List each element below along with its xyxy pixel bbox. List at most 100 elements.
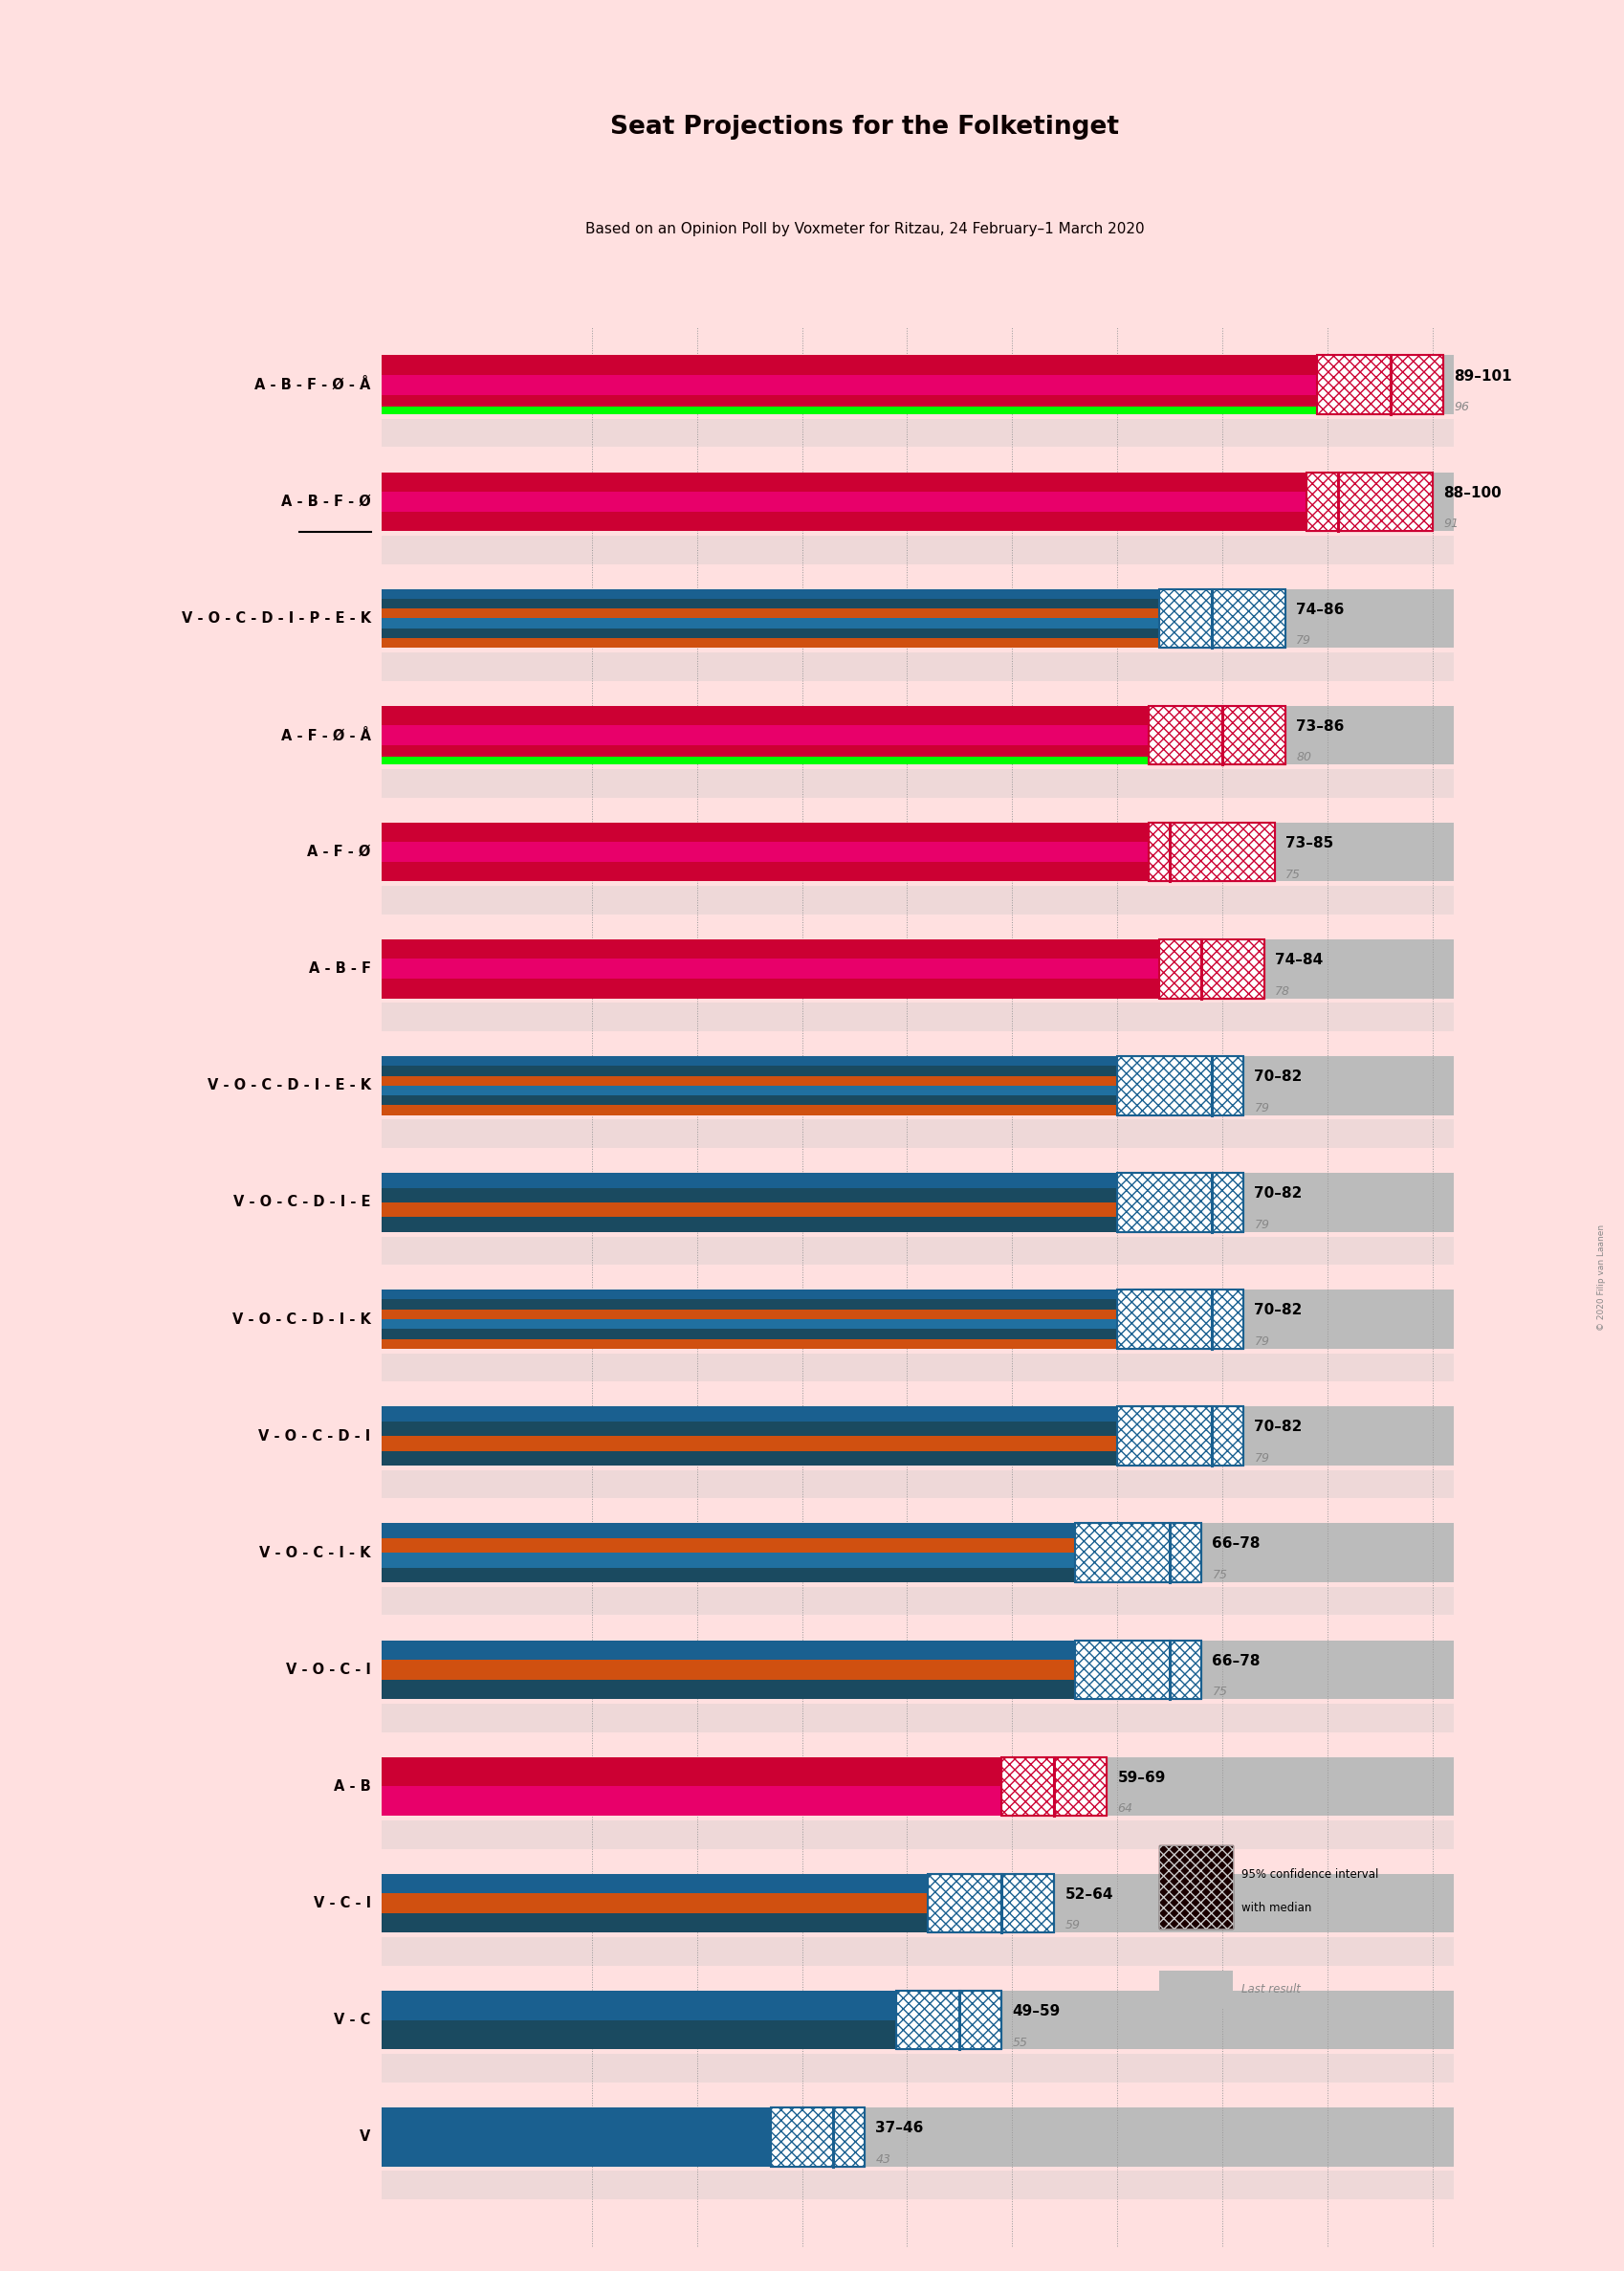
- Bar: [382, 1188, 1117, 1201]
- Bar: [382, 1290, 1117, 1299]
- Text: 95% confidence interval: 95% confidence interval: [1241, 1869, 1377, 1880]
- Bar: [382, 1406, 1117, 1422]
- Bar: [1117, 1290, 1242, 1349]
- Bar: [1306, 472, 1432, 531]
- Bar: [1160, 588, 1285, 647]
- Bar: [1075, 1524, 1200, 1583]
- Text: 89–101: 89–101: [1453, 368, 1510, 384]
- Bar: [382, 1354, 1453, 1381]
- Bar: [382, 1435, 1117, 1451]
- Bar: [382, 2171, 1453, 2198]
- Bar: [1117, 1406, 1242, 1465]
- Text: 37–46: 37–46: [875, 2121, 922, 2135]
- Bar: [927, 1874, 1054, 1933]
- Bar: [1160, 1971, 1233, 2008]
- Bar: [382, 1201, 1117, 1217]
- Bar: [382, 588, 1453, 647]
- Bar: [382, 2019, 896, 2048]
- Bar: [382, 1894, 927, 1912]
- Text: V - C: V - C: [335, 2012, 370, 2028]
- Text: 59: 59: [1064, 1919, 1080, 1933]
- Bar: [382, 638, 1160, 647]
- Text: 59–69: 59–69: [1117, 1771, 1164, 1785]
- Bar: [382, 354, 1453, 413]
- Bar: [1160, 940, 1263, 999]
- Bar: [1075, 1640, 1200, 1699]
- Bar: [382, 1172, 1453, 1231]
- Bar: [1148, 822, 1275, 881]
- Bar: [1160, 588, 1285, 647]
- Bar: [1075, 1640, 1200, 1699]
- Text: V - O - C - D - I - E: V - O - C - D - I - E: [234, 1195, 370, 1210]
- Bar: [382, 940, 1453, 999]
- Bar: [896, 1989, 1002, 2048]
- Text: A - F - Ø: A - F - Ø: [307, 845, 370, 858]
- Bar: [1148, 706, 1285, 765]
- Bar: [382, 652, 1453, 681]
- Bar: [382, 1587, 1453, 1615]
- Bar: [382, 1640, 1075, 1660]
- Bar: [1148, 822, 1275, 881]
- Text: 66–78: 66–78: [1212, 1537, 1260, 1551]
- Text: 88–100: 88–100: [1442, 486, 1501, 500]
- Bar: [382, 1290, 1453, 1349]
- Text: 70–82: 70–82: [1254, 1070, 1301, 1083]
- Bar: [382, 724, 1148, 745]
- Text: V - O - C - D - I - P - E - K: V - O - C - D - I - P - E - K: [182, 611, 370, 625]
- Text: 96: 96: [1453, 402, 1468, 413]
- Bar: [382, 2107, 770, 2167]
- Bar: [382, 1553, 1075, 1567]
- Text: 74–84: 74–84: [1275, 954, 1322, 967]
- Bar: [1002, 1758, 1106, 1817]
- Bar: [382, 472, 1306, 493]
- Bar: [896, 1989, 1002, 2048]
- Text: 91: 91: [1442, 518, 1458, 529]
- Bar: [382, 1086, 1117, 1095]
- Text: 55: 55: [1012, 2037, 1026, 2048]
- Bar: [1117, 1172, 1242, 1231]
- Bar: [1117, 1172, 1242, 1231]
- Text: V - O - C - I - K: V - O - C - I - K: [260, 1547, 370, 1560]
- Text: with median: with median: [1241, 1901, 1311, 1914]
- Bar: [382, 706, 1453, 765]
- Bar: [382, 354, 1317, 375]
- Bar: [382, 2107, 1453, 2167]
- Bar: [1117, 1172, 1242, 1231]
- Text: A - B - F: A - B - F: [309, 961, 370, 977]
- Bar: [1160, 940, 1263, 999]
- Text: V - O - C - I: V - O - C - I: [286, 1662, 370, 1676]
- Bar: [382, 861, 1148, 881]
- Bar: [1075, 1524, 1200, 1583]
- Bar: [382, 756, 1148, 765]
- Bar: [382, 618, 1160, 629]
- Bar: [1306, 472, 1432, 531]
- Bar: [382, 1758, 1002, 1787]
- Bar: [382, 286, 1453, 2269]
- Bar: [382, 2053, 1453, 2083]
- Bar: [382, 1912, 927, 1933]
- Bar: [382, 1340, 1117, 1349]
- Bar: [382, 1299, 1117, 1310]
- Bar: [1148, 706, 1285, 765]
- Text: V: V: [359, 2130, 370, 2144]
- Bar: [382, 1469, 1453, 1499]
- Bar: [382, 1329, 1117, 1340]
- Bar: [382, 822, 1148, 843]
- Bar: [382, 940, 1160, 958]
- Bar: [382, 1065, 1117, 1076]
- Bar: [382, 1451, 1117, 1465]
- Text: 79: 79: [1296, 634, 1311, 647]
- Bar: [1148, 822, 1275, 881]
- Bar: [382, 1787, 1002, 1817]
- Bar: [382, 1758, 1453, 1817]
- Bar: [382, 1524, 1075, 1537]
- Bar: [382, 1874, 927, 1894]
- Bar: [382, 1937, 1453, 1967]
- Text: 64: 64: [1117, 1803, 1132, 1815]
- Bar: [382, 979, 1160, 999]
- Bar: [1117, 1056, 1242, 1115]
- Bar: [382, 418, 1453, 447]
- Bar: [382, 1217, 1117, 1231]
- Bar: [927, 1874, 1054, 1933]
- Bar: [1317, 354, 1442, 413]
